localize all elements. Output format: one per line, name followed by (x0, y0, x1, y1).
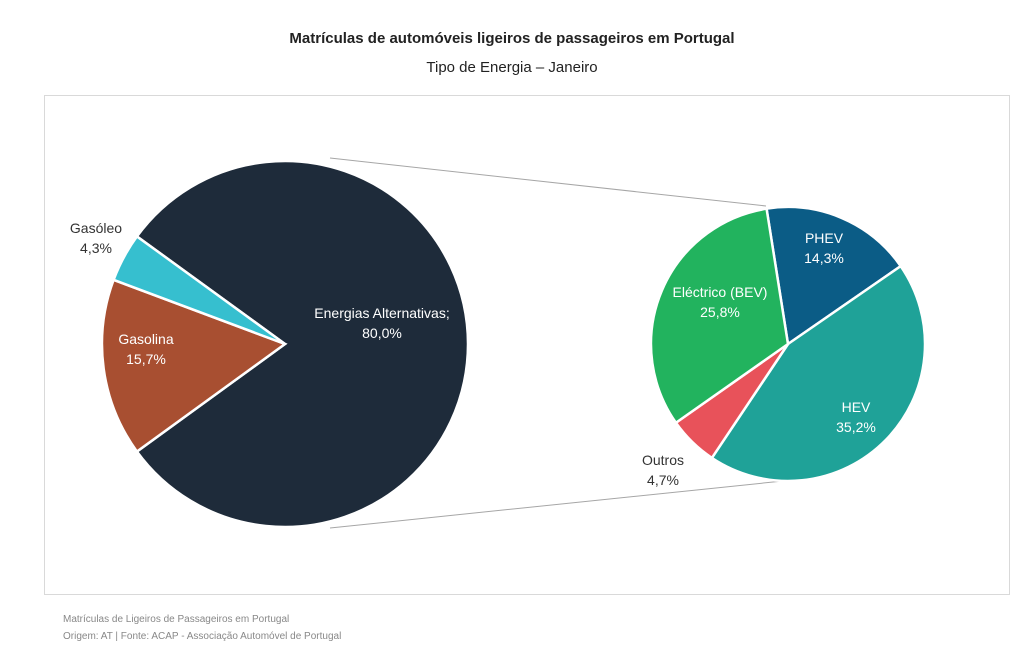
gasoleo-label: Gasóleo (70, 220, 122, 236)
slice-gasleo (112, 234, 286, 346)
slice-energiasalternativas (135, 159, 470, 529)
slice-gasolina (100, 278, 288, 454)
footer-note: Matrículas de Ligeiros de Passageiros em… (63, 614, 290, 625)
connector-line-top (329, 157, 767, 207)
energias-alternativas-value: 80,0% (362, 325, 402, 341)
slice-hev (710, 264, 927, 483)
energias-alternativas-label: Energias Alternativas; (314, 305, 449, 321)
gasoleo-value: 4,3% (80, 240, 112, 256)
gasolina-label: Gasolina (118, 331, 173, 347)
bev-label: Eléctrico (BEV) (673, 284, 768, 300)
outros-value: 4,7% (647, 472, 679, 488)
phev-value: 14,3% (804, 250, 844, 266)
chart-title: Matrículas de automóveis ligeiros de pas… (289, 30, 735, 47)
connector-line-bottom (329, 480, 784, 529)
hev-value: 35,2% (836, 419, 876, 435)
hev-label: HEV (842, 399, 871, 415)
gasolina-value: 15,7% (126, 351, 166, 367)
outros-label: Outros (642, 452, 684, 468)
bev-value: 25,8% (700, 304, 740, 320)
chart-subtitle: Tipo de Energia – Janeiro (426, 59, 598, 76)
plot-area (44, 95, 1010, 595)
phev-label: PHEV (805, 230, 844, 246)
slice-elctricobev (649, 207, 790, 425)
slice-phev (765, 205, 903, 347)
footer-source: Origem: AT | Fonte: ACAP - Associação Au… (63, 631, 342, 642)
